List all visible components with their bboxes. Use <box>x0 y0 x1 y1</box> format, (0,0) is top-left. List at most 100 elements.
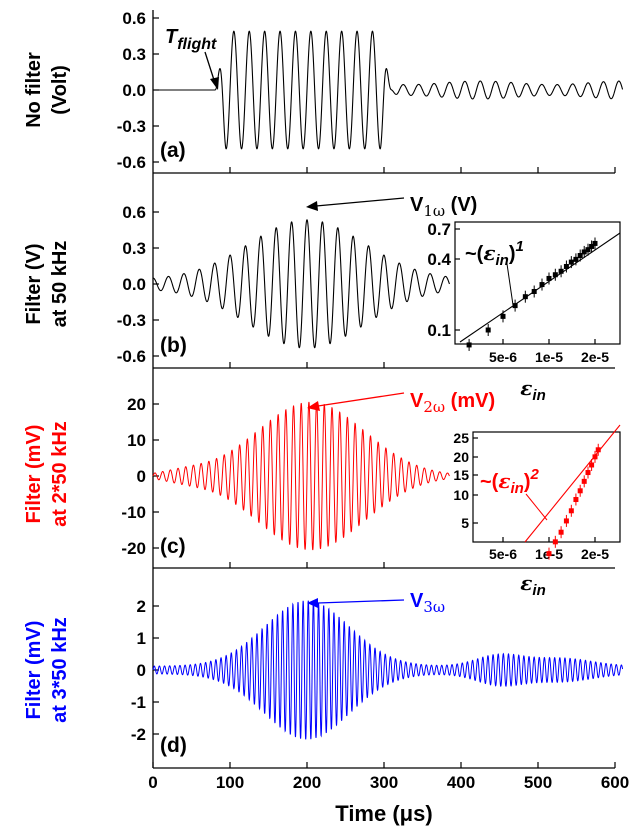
v2w-suffix: (mV) <box>445 390 495 412</box>
ylabel-d-line1: Filter (mV) <box>23 621 45 720</box>
panel-b-signal-line <box>153 219 450 349</box>
ylabel-c-line1: Filter (mV) <box>23 425 45 524</box>
inset-b-xtick-1: 1e-5 <box>535 349 563 365</box>
ytick-c-0: 20 <box>127 395 146 414</box>
inset-b-ytick-2: 0.1 <box>427 321 451 340</box>
ytick-c-1: 10 <box>127 431 146 450</box>
inset-data-point <box>595 447 601 453</box>
inset-c-ytick-2: 15 <box>453 467 469 483</box>
panel-c-signal-line <box>152 401 450 551</box>
xtick-6: 600 <box>601 773 629 792</box>
inset-data-point <box>592 240 598 246</box>
v1w-arrowhead <box>306 201 318 211</box>
ytick-c-3: -10 <box>121 503 146 522</box>
inset-b-fit-sub: in <box>496 252 509 269</box>
inset-c-fit-post: ) <box>524 471 531 493</box>
inset-c-fit-label: ~(εin)2 <box>480 466 540 497</box>
panel-a: 0.6 0.3 0.0 -0.3 -0.6 No filter (Volt) (… <box>23 9 624 174</box>
inset-c-ytick-1: 20 <box>453 449 469 465</box>
inset-b-xtick-0: 5e-6 <box>489 349 517 365</box>
inset-data-point <box>552 272 558 278</box>
inset-data-point <box>546 275 552 281</box>
v2w-arrow <box>317 392 405 407</box>
inset-c-xlabel-sub: in <box>532 582 545 599</box>
inset-c-fit-pre: ~( <box>480 471 499 493</box>
ylabel-d-line2: at 3*50 kHz <box>49 617 71 723</box>
ylabel-a-line1: No filter <box>23 52 45 128</box>
inset-c-fit-sub: in <box>511 480 524 497</box>
inset-data-point <box>585 470 591 476</box>
inset-b-fit-eps: ε <box>483 241 495 265</box>
inset-b-xlabel-main: ε <box>520 376 532 400</box>
panel-d: 2 1 0 -1 -2 Filter (mV) at 3*50 kHz (d) … <box>23 568 629 826</box>
inset-b-xlabel: εin <box>520 376 546 404</box>
xtick-3: 300 <box>370 773 398 792</box>
inset-b-fit-post: ) <box>509 243 516 265</box>
inset-b: 0.7 0.4 0.1 5e-6 1e-5 2e-5 εin ~(εin)1 <box>427 220 621 404</box>
v3w-arrowhead <box>307 598 318 608</box>
xtick-0: 0 <box>148 773 157 792</box>
inset-c-fit-eps: ε <box>498 469 510 493</box>
inset-b-fit-label: ~(εin)1 <box>465 238 524 269</box>
panel-label-b: (b) <box>160 334 187 357</box>
inset-c-fit-pointer <box>525 493 548 521</box>
inset-data-point <box>589 462 595 468</box>
ytick-d-4: -2 <box>131 725 146 744</box>
tflight-arrow <box>204 51 215 81</box>
inset-c-ytick-3: 10 <box>453 487 469 503</box>
inset-data-point <box>531 288 537 294</box>
inset-c-xtick-2: 2e-5 <box>581 546 609 562</box>
inset-data-point <box>466 342 472 348</box>
ytick-a-0: 0.6 <box>122 9 146 28</box>
v2w-sub: 2ω <box>423 398 445 416</box>
inset-c-points <box>546 443 601 560</box>
inset-c-xlabel: εin <box>520 571 546 599</box>
ytick-c-2: 0 <box>137 467 146 486</box>
ytick-d-1: 1 <box>137 629 146 648</box>
xtick-5: 500 <box>524 773 552 792</box>
v2w-arrowhead <box>307 401 320 411</box>
inset-b-fit-pre: ~( <box>465 243 484 265</box>
panel-c: 20 10 0 -10 -20 Filter (mV) at 2*50 kHz … <box>23 368 621 599</box>
xtick-1: 100 <box>216 773 244 792</box>
tflight-arrowhead <box>210 77 219 90</box>
xtick-2: 200 <box>293 773 321 792</box>
inset-data-point <box>546 551 552 557</box>
ylabel-b-line1: Filter (V) <box>23 243 45 324</box>
ytick-b-3: -0.3 <box>117 311 146 330</box>
inset-b-ytick-0: 0.7 <box>427 220 451 239</box>
panel-label-a: (a) <box>160 139 186 162</box>
tflight-label: Tflight <box>165 26 217 53</box>
inset-data-point <box>539 282 545 288</box>
ytick-a-4: -0.6 <box>117 153 146 172</box>
ylabel-b-line2: at 50 kHz <box>49 241 71 328</box>
panel-label-d: (d) <box>160 734 187 757</box>
inset-data-point <box>568 508 574 514</box>
inset-b-ytick-1: 0.4 <box>427 250 451 269</box>
v1w-suffix: (V) <box>445 194 477 216</box>
inset-data-point <box>552 539 558 545</box>
panel-a-signal-line <box>153 30 624 150</box>
inset-c-fit-line <box>524 424 621 543</box>
ytick-d-2: 0 <box>137 661 146 680</box>
ylabel-c-line2: at 2*50 kHz <box>49 421 71 527</box>
ytick-d-3: -1 <box>131 693 146 712</box>
inset-b-points <box>466 237 598 351</box>
tflight-main: T <box>165 26 179 48</box>
inset-data-point <box>563 263 569 269</box>
ytick-b-2: 0.0 <box>122 275 146 294</box>
inset-c-fit-power: 2 <box>530 466 540 483</box>
inset-data-point <box>563 518 569 524</box>
ytick-d-0: 2 <box>137 597 146 616</box>
ytick-b-1: 0.3 <box>122 239 146 258</box>
inset-data-point <box>522 294 528 300</box>
inset-b-fit-pointer <box>505 256 514 306</box>
inset-data-point <box>558 529 564 535</box>
ytick-a-3: -0.3 <box>117 117 146 136</box>
panel-b: 0.6 0.3 0.0 -0.3 -0.6 Filter (V) at 50 k… <box>23 173 621 404</box>
inset-data-point <box>573 497 579 503</box>
v1w-arrow <box>315 197 405 207</box>
inset-c-ytick-4: 5 <box>461 515 469 531</box>
inset-b-xtick-2: 2e-5 <box>581 349 609 365</box>
inset-data-point <box>577 488 583 494</box>
